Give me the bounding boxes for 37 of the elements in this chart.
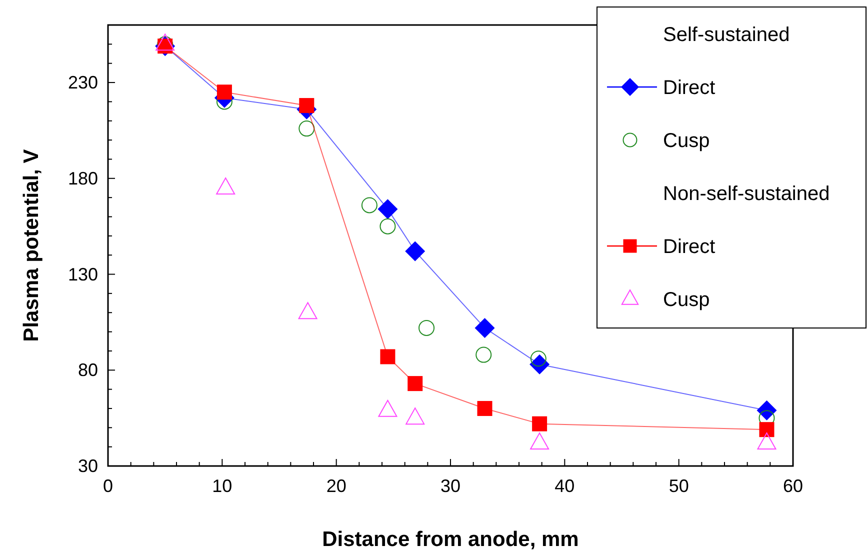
point [418, 320, 435, 336]
x-tick-label: 0 [102, 476, 114, 496]
point [756, 400, 777, 420]
x-tick-label: 10 [212, 476, 232, 496]
annotation: Self-sustained [663, 24, 790, 46]
x-tick-label: 20 [326, 476, 346, 496]
legend-label: Direct [663, 236, 716, 258]
point [759, 422, 774, 438]
x-axis-title: Distance from anode, mm [322, 528, 579, 551]
y-tick-label: 80 [78, 360, 98, 380]
y-tick-label: 30 [78, 456, 98, 476]
point [532, 416, 548, 432]
x-tick-label: 40 [554, 476, 575, 496]
point [474, 318, 495, 338]
y-tick-label: 130 [68, 264, 98, 284]
legend-label: Direct [663, 77, 716, 99]
legend-label: Cusp [663, 130, 710, 152]
point [361, 197, 378, 214]
point [408, 376, 423, 392]
point [299, 98, 314, 114]
point [476, 346, 492, 363]
point [298, 120, 315, 137]
point [380, 349, 396, 364]
x-tick-label: 50 [668, 476, 689, 496]
x-tick-label: 60 [782, 476, 804, 496]
point [378, 199, 398, 220]
point [405, 241, 426, 262]
annotation: Non-self-sustained [663, 183, 830, 205]
point [477, 400, 492, 416]
point [380, 218, 396, 234]
x-tick-label: 30 [440, 476, 461, 496]
y-tick-label: 230 [68, 72, 98, 93]
y-axis-title: Plasma potential, V [20, 149, 43, 342]
point [216, 84, 232, 100]
point [530, 354, 550, 374]
y-tick-label: 180 [68, 168, 98, 188]
legend-label: Cusp [663, 289, 710, 311]
